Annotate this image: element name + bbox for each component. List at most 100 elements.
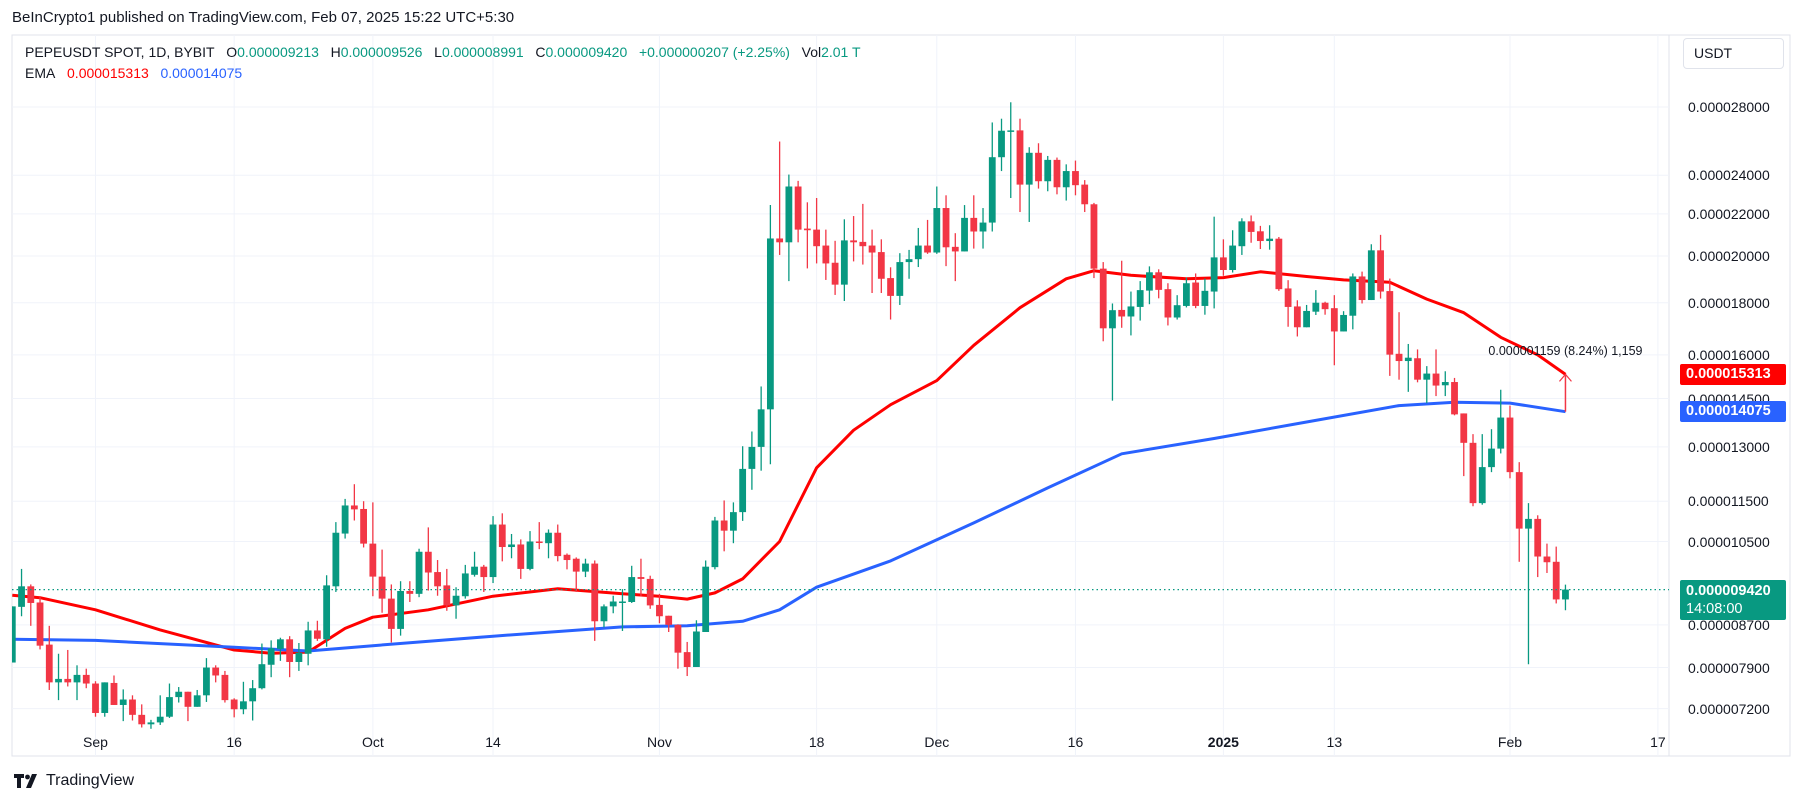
candle-body — [184, 691, 192, 707]
candle-body — [545, 532, 552, 544]
candle-body — [1469, 442, 1477, 504]
candle-body — [1192, 282, 1200, 306]
ema-label[interactable]: EMA — [25, 65, 56, 81]
candle-body — [193, 695, 201, 707]
tradingview-logo[interactable]: TradingView — [14, 772, 134, 790]
candle-body — [1146, 272, 1153, 291]
candle-up — [905, 249, 913, 279]
candle-down — [665, 615, 673, 633]
candle-down — [591, 560, 599, 641]
candle-body — [1414, 358, 1421, 380]
candle-down — [212, 665, 220, 683]
currency-button[interactable]: USDT — [1683, 38, 1784, 69]
candle-body — [45, 644, 53, 683]
candle-down — [138, 704, 146, 728]
candle-body — [138, 714, 146, 725]
candle-body — [1127, 306, 1135, 317]
candle-body — [535, 541, 543, 544]
candle-down — [942, 195, 950, 267]
candle-body — [831, 262, 839, 285]
candle-body — [1534, 518, 1542, 557]
candle-down — [1534, 515, 1542, 578]
price-tick-label: 0.000013000 — [1688, 438, 1770, 455]
candle-body — [646, 578, 654, 606]
candle-down — [1506, 405, 1514, 479]
candle-body — [887, 278, 894, 296]
candle-down — [434, 560, 441, 596]
candle-down — [535, 522, 543, 550]
candle-down — [443, 568, 451, 611]
candle-up — [295, 643, 303, 671]
candles — [12, 102, 1569, 729]
candle-down — [313, 620, 321, 641]
symbol-name[interactable]: PEPEUSDT SPOT, 1D, BYBIT — [25, 44, 215, 60]
candle-body — [240, 701, 247, 710]
candle-body — [683, 652, 691, 667]
candle-up — [600, 604, 608, 628]
candle-body — [369, 543, 377, 577]
time-tick-label: 16 — [1067, 734, 1084, 750]
candle-body — [1488, 448, 1495, 468]
candle-down — [813, 198, 821, 264]
candle-down — [517, 539, 525, 579]
candle-body — [840, 240, 848, 285]
close-label: C — [535, 44, 546, 60]
candle-body — [591, 563, 599, 622]
ema-slow-line — [12, 400, 1566, 653]
candle-up — [397, 581, 404, 636]
candle-up — [628, 565, 636, 603]
candle-up — [258, 643, 266, 690]
candle-down — [1155, 269, 1163, 299]
candle-up — [156, 695, 164, 725]
candle-up — [840, 219, 848, 302]
candle-body — [868, 245, 876, 253]
candle-down — [1451, 377, 1458, 416]
last-price-value: 0.000009420 — [1686, 582, 1771, 599]
ema-legend: EMA 0.000015313 0.000014075 — [25, 65, 242, 81]
candle-down — [831, 240, 839, 295]
overlay — [12, 373, 1669, 591]
candle-body — [156, 716, 164, 723]
candle-up — [1340, 311, 1347, 332]
candle-body — [323, 585, 331, 640]
candle-up — [988, 122, 996, 232]
candle-body — [822, 245, 830, 264]
candle-body — [147, 722, 155, 725]
measurement-label: 0.000001159 (8.24%) 1,159 — [1488, 344, 1643, 359]
symbol-legend: PEPEUSDT SPOT, 1D, BYBIT O0.000009213 H0… — [25, 44, 861, 60]
candle-up — [933, 186, 941, 254]
candle-up — [609, 595, 617, 614]
candle-body — [877, 252, 885, 279]
candle-body — [461, 573, 469, 597]
bar-countdown: 14:08:00 — [1686, 600, 1743, 617]
candle-up — [267, 640, 275, 678]
candle-down — [924, 219, 931, 254]
candle-body — [1303, 310, 1310, 328]
candle-body — [129, 699, 136, 715]
candle-up — [1146, 266, 1153, 305]
candle-body — [36, 602, 44, 646]
candle-body — [979, 222, 987, 232]
candle-body — [1543, 556, 1551, 563]
candle-body — [563, 554, 571, 561]
candle-up — [1423, 366, 1431, 404]
candle-body — [637, 577, 645, 579]
candle-body — [1367, 250, 1375, 301]
chart-frame — [11, 34, 1791, 757]
candle-body — [674, 624, 682, 653]
candle-body — [526, 541, 534, 569]
candle-body — [1090, 204, 1098, 269]
candle-body — [1395, 353, 1403, 362]
candle-up — [1488, 429, 1495, 473]
candle-body — [1201, 290, 1209, 306]
candle-up — [1478, 434, 1486, 505]
price-tick-label: 0.000024000 — [1688, 167, 1770, 184]
candle-body — [341, 505, 349, 534]
candle-body — [665, 615, 673, 625]
candle-down — [378, 549, 386, 613]
low-label: L — [434, 44, 442, 60]
ema-slow-price-label: 0.000014075 — [1680, 401, 1786, 423]
candle-down — [656, 593, 663, 624]
candle-down — [1164, 283, 1172, 326]
